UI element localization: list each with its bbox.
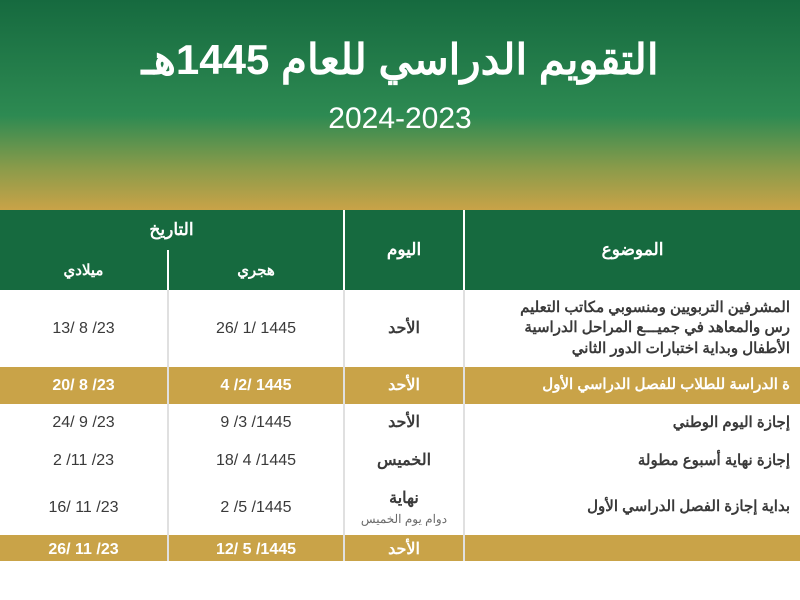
cell-gregorian: 16/ 11 /23 (0, 480, 168, 536)
cell-gregorian: 2 /11 /23 (0, 442, 168, 480)
th-topic: الموضوع (464, 210, 800, 290)
th-hijri: هجري (168, 250, 344, 290)
cell-gregorian: 20/ 8 /23 (0, 367, 168, 405)
cell-day-sub: دوام يوم الخميس (351, 511, 457, 527)
cell-hijri: 26/ 1/ 1445 (168, 290, 344, 367)
table-row-cut: الأحد12/ 5 /144526/ 11 /23 (0, 535, 800, 561)
page-subtitle: 2024-2023 (0, 102, 800, 136)
calendar-table-wrap: الموضوع اليوم التاريخ هجري ميلادي المشرف… (0, 210, 800, 561)
cell-hijri: 4 /2/ 1445 (168, 367, 344, 405)
cell-day: الأحد (344, 367, 464, 405)
th-day: اليوم (344, 210, 464, 290)
cell-gregorian: 24/ 9 /23 (0, 404, 168, 442)
table-row: إجازة اليوم الوطنيالأحد9 /3 /144524/ 9 /… (0, 404, 800, 442)
page-title: التقويم الدراسي للعام 1445هـ (0, 35, 800, 84)
table-head: الموضوع اليوم التاريخ هجري ميلادي (0, 210, 800, 290)
cell-hijri: 18/ 4 /1445 (168, 442, 344, 480)
cell-gregorian: 13/ 8 /23 (0, 290, 168, 367)
cell-gregorian: 26/ 11 /23 (0, 535, 168, 561)
cell-day: نهايةدوام يوم الخميس (344, 480, 464, 536)
table-row: ة الدراسة للطلاب للفصل الدراسي الأولالأح… (0, 367, 800, 405)
table-row: إجازة نهاية أسبوع مطولةالخميس18/ 4 /1445… (0, 442, 800, 480)
th-date: التاريخ (0, 210, 344, 250)
table-row: بداية إجازة الفصل الدراسي الأولنهايةدوام… (0, 480, 800, 536)
calendar-page: التقويم الدراسي للعام 1445هـ 2024-2023 ا… (0, 0, 800, 600)
cell-topic: بداية إجازة الفصل الدراسي الأول (464, 480, 800, 536)
cell-day: الأحد (344, 404, 464, 442)
cell-day: الخميس (344, 442, 464, 480)
calendar-table: الموضوع اليوم التاريخ هجري ميلادي المشرف… (0, 210, 800, 561)
cell-topic: المشرفين التربويين ومنسوبي مكاتب التعليم… (464, 290, 800, 367)
cell-day: الأحد (344, 535, 464, 561)
cell-hijri: 9 /3 /1445 (168, 404, 344, 442)
cell-topic: إجازة اليوم الوطني (464, 404, 800, 442)
table-row: المشرفين التربويين ومنسوبي مكاتب التعليم… (0, 290, 800, 367)
cell-topic (464, 535, 800, 561)
cell-day: الأحد (344, 290, 464, 367)
th-gregorian: ميلادي (0, 250, 168, 290)
cell-hijri: 12/ 5 /1445 (168, 535, 344, 561)
table-body: المشرفين التربويين ومنسوبي مكاتب التعليم… (0, 290, 800, 561)
cell-topic: ة الدراسة للطلاب للفصل الدراسي الأول (464, 367, 800, 405)
cell-topic: إجازة نهاية أسبوع مطولة (464, 442, 800, 480)
page-header: التقويم الدراسي للعام 1445هـ 2024-2023 (0, 0, 800, 210)
cell-hijri: 2 /5 /1445 (168, 480, 344, 536)
